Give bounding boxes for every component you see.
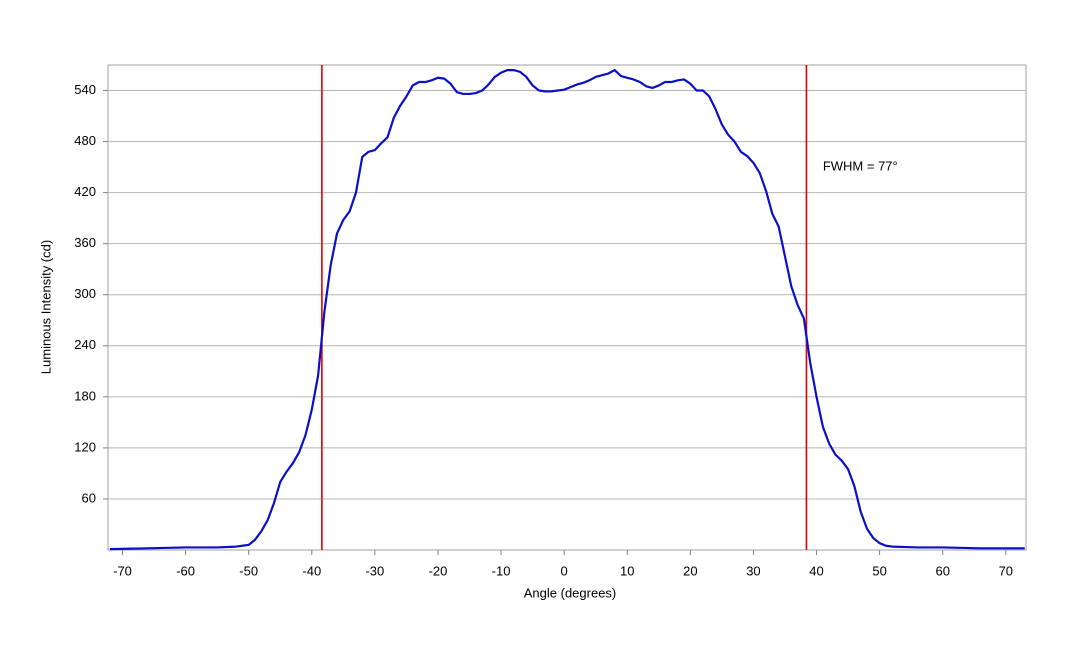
x-tick-label: -50 — [239, 563, 258, 578]
x-tick-label: -60 — [176, 563, 195, 578]
data-line — [109, 69, 1025, 551]
x-tick-label: 70 — [999, 563, 1013, 578]
y-tick-label: 180 — [74, 388, 96, 403]
annotation: FWHM = 77° — [823, 159, 898, 174]
x-tick-label: 20 — [683, 563, 697, 578]
plot-area — [107, 64, 1027, 551]
x-tick-label: 30 — [746, 563, 760, 578]
y-tick-label: 480 — [74, 133, 96, 148]
x-axis-label: Angle (degrees) — [524, 585, 617, 600]
x-tick-label: -40 — [302, 563, 321, 578]
y-tick-label: 300 — [74, 286, 96, 301]
y-tick-label: 120 — [74, 439, 96, 454]
x-tick-label: -30 — [365, 563, 384, 578]
y-tick-label: 420 — [74, 184, 96, 199]
x-tick-label: 0 — [561, 563, 568, 578]
x-tick-label: -20 — [429, 563, 448, 578]
y-tick-label: 240 — [74, 337, 96, 352]
x-tick-label: -70 — [113, 563, 132, 578]
x-tick-label: 10 — [620, 563, 634, 578]
x-tick-label: 60 — [935, 563, 949, 578]
y-tick-label: 60 — [82, 490, 96, 505]
y-axis-label: Luminous Intensity (cd) — [38, 240, 53, 374]
x-tick-label: 50 — [872, 563, 886, 578]
x-tick-label: -10 — [492, 563, 511, 578]
x-tick-label: 40 — [809, 563, 823, 578]
y-tick-label: 360 — [74, 235, 96, 250]
y-tick-label: 540 — [74, 82, 96, 97]
